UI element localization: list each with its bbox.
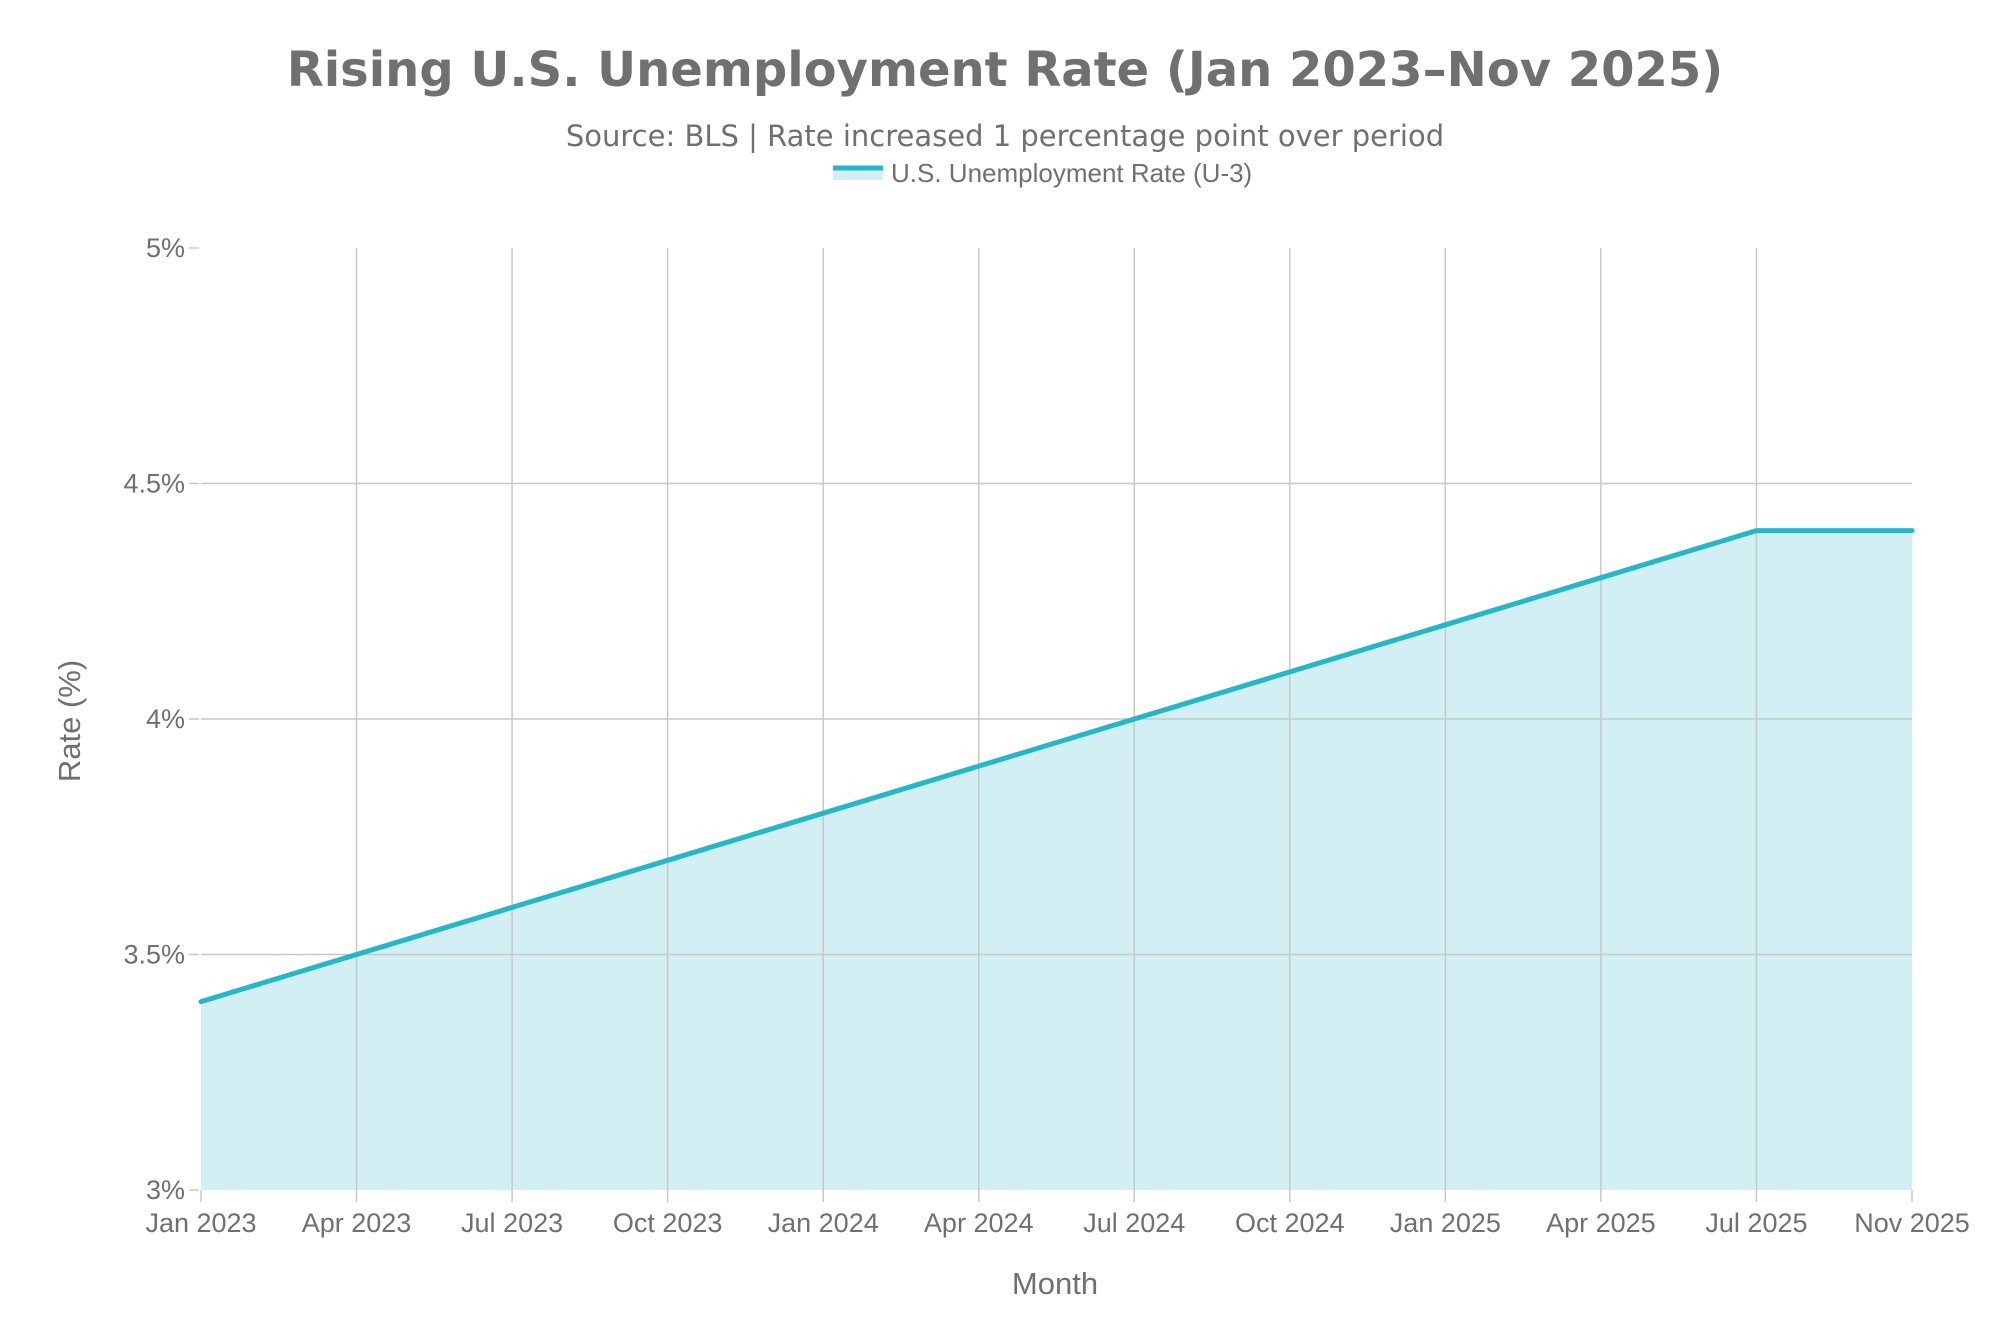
axes: 3% 3.5% 4% 4.5% 5% Jan 2023 Apr 2023 Jul 2023 Oc…	[123, 233, 1969, 1238]
x-tick-label: Oct 2023	[613, 1208, 723, 1238]
legend-label: U.S. Unemployment Rate (U-3)	[891, 158, 1252, 188]
x-tick-label: Apr 2023	[302, 1208, 412, 1238]
y-axis-title: Rate (%)	[52, 660, 87, 782]
y-tick-label: 3.5%	[123, 940, 185, 970]
legend: U.S. Unemployment Rate (U-3)	[833, 158, 1252, 188]
y-tick-label: 5%	[146, 233, 185, 263]
series-line	[198, 528, 1915, 1005]
x-axis-title: Month	[1012, 1266, 1098, 1301]
x-tick-label: Apr 2024	[924, 1208, 1034, 1238]
x-tick-label: Jul 2023	[461, 1208, 563, 1238]
x-tick-label: Jan 2024	[768, 1208, 879, 1238]
chart-subtitle: Source: BLS | Rate increased 1 percentag…	[566, 119, 1444, 153]
chart-title: Rising U.S. Unemployment Rate (Jan 2023–…	[287, 42, 1724, 98]
x-tick-label: Apr 2025	[1546, 1208, 1656, 1238]
x-tick-label: Jan 2023	[145, 1208, 256, 1238]
x-tick-label: Jul 2025	[1705, 1208, 1807, 1238]
x-tick-label: Oct 2024	[1235, 1208, 1345, 1238]
legend-swatch-fill	[833, 168, 883, 180]
series-area-group	[201, 530, 1912, 1190]
y-tick-label: 4%	[146, 704, 185, 734]
series-area-fill	[201, 530, 1912, 1190]
x-tick-label: Jul 2024	[1083, 1208, 1185, 1238]
x-tick-label: Nov 2025	[1854, 1208, 1970, 1238]
y-tick-label: 4.5%	[123, 469, 185, 499]
y-tick-label: 3%	[146, 1175, 185, 1205]
x-tick-label: Jan 2025	[1390, 1208, 1501, 1238]
